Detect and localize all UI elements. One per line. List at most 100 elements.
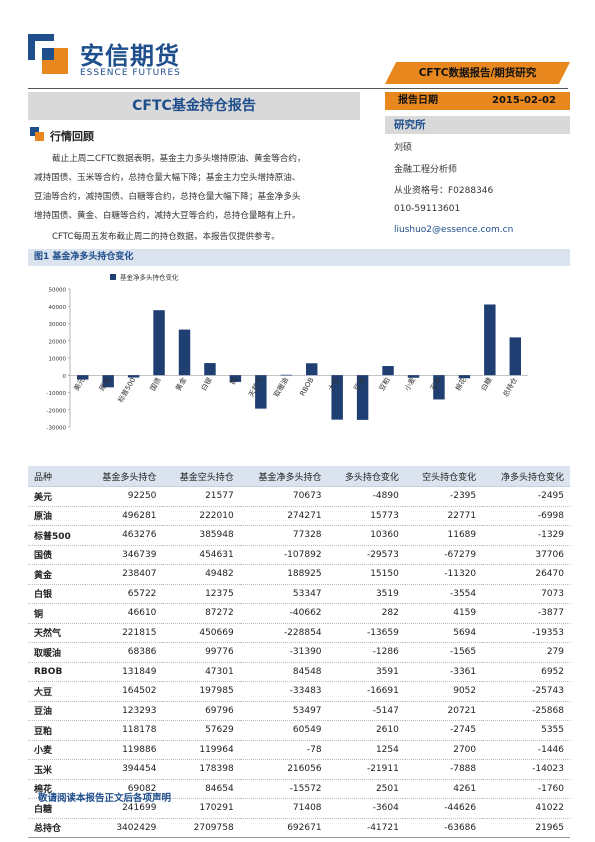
table-cell: 53347 (239, 584, 328, 604)
x-tick-label: 取暖油 (272, 376, 290, 399)
table-cell: 3591 (327, 662, 405, 682)
table-cell: -3554 (404, 584, 483, 604)
table-cell: 2709758 (162, 818, 240, 838)
table-row: 黄金 238407 49482 188925 15150 -11320 26470 (28, 564, 570, 585)
row-label: 美元 (28, 486, 86, 507)
table-cell: 119964 (162, 740, 240, 760)
table-cell: 12375 (162, 584, 240, 604)
col-header-net: 基金净多头持仓 (239, 466, 328, 487)
x-tick-label: 标普500 (116, 376, 137, 404)
table-cell: -6998 (482, 506, 570, 526)
table-cell: -63686 (404, 818, 483, 838)
table-cell: -11320 (404, 564, 483, 585)
paragraph-line: 截止上周二CFTC数据表明，基金主力多头增持原油、黄金等合约， (52, 154, 306, 164)
table-cell: 274271 (239, 506, 328, 526)
bar (204, 363, 216, 376)
bar (484, 304, 496, 376)
table-cell: -2395 (404, 486, 483, 507)
table-cell: 123293 (85, 701, 163, 721)
table-row: 玉米 394454 178398 216056 -21911 -7888 -14023 (28, 759, 570, 780)
row-label: 原油 (28, 506, 86, 526)
y-tick-label: -30000 (47, 426, 67, 432)
y-tick-label: 40000 (49, 305, 67, 311)
date-background (385, 92, 570, 110)
table-cell: 222010 (162, 506, 240, 526)
table-cell: -1760 (482, 779, 570, 799)
table-cell: 84548 (239, 662, 328, 682)
table-cell: 68386 (85, 642, 163, 663)
paragraph-line: 减持国债、玉米等合约，总持仓量大幅下降；基金主力空头增持原油、 (34, 173, 301, 183)
y-tick-label: 30000 (49, 322, 67, 328)
institute-label: 研究所 (394, 119, 426, 131)
table-cell: 5694 (404, 623, 483, 643)
table-cell: -2745 (404, 720, 483, 741)
table-cell: 20721 (404, 701, 483, 721)
table-cell: 26470 (482, 564, 570, 585)
table-row: RBOB 131849 47301 84548 3591 -3361 6952 (28, 662, 570, 682)
table-cell: 119886 (85, 740, 163, 760)
header-divider (28, 88, 568, 89)
table-row: 白银 65722 12375 53347 3519 -3554 7073 (28, 584, 570, 604)
analyst-email-link[interactable]: liushuo2@essence.com.cn (394, 225, 514, 235)
table-cell: 10360 (327, 525, 405, 546)
table-cell: 282 (327, 603, 405, 624)
title-background (28, 92, 360, 120)
x-tick-label: 白糖 (479, 376, 494, 393)
table-cell: -14023 (482, 759, 570, 780)
x-tick-label: 豆粕 (377, 376, 392, 393)
table-cell: 46610 (85, 603, 163, 624)
table-cell: 69082 (85, 779, 163, 799)
table-cell: 463276 (85, 525, 163, 546)
table-cell: 65722 (85, 584, 163, 604)
row-label: 总持仓 (28, 818, 86, 838)
table-cell: -1446 (482, 740, 570, 760)
table-row: 豆油 123293 69796 53497 -5147 20721 -25868 (28, 701, 570, 721)
table-cell: -78 (239, 740, 328, 760)
table-row: 白糖 241699 170291 71408 -3604 -44626 41022 (28, 798, 570, 819)
table-cell: 1254 (327, 740, 405, 760)
table-cell: 7073 (482, 584, 570, 604)
table-cell: -228854 (239, 623, 328, 643)
table-cell: -107892 (239, 545, 328, 565)
x-tick-label: 铜 (228, 376, 239, 387)
table-cell: 346739 (85, 545, 163, 565)
table-cell: 70673 (239, 486, 328, 507)
table-cell: 3402429 (85, 818, 163, 838)
table-cell: -3877 (482, 603, 570, 624)
table-cell: 164502 (85, 681, 163, 702)
table-cell: 197985 (162, 681, 240, 702)
table-row: 天然气 221815 450669 -228854 -13659 5694 -19353 (28, 623, 570, 643)
table-row: 总持仓 3402429 2709758 692671 -41721 -63686 21965 (28, 818, 570, 838)
y-tick-label: -20000 (47, 408, 67, 414)
bar (305, 363, 318, 376)
table-cell: 92250 (85, 486, 163, 507)
table-row: 铜 46610 87272 -40662 282 4159 -3877 (28, 603, 570, 624)
paragraph-note: CFTC每周五发布截止周二的持仓数据，本报告仅提供参考。 (52, 232, 280, 242)
bar (178, 329, 191, 376)
table-cell: -31390 (239, 642, 328, 663)
section-title: 行情回顾 (50, 130, 94, 143)
bar (229, 375, 242, 382)
table-cell: 216056 (239, 759, 328, 780)
table-cell: 394454 (85, 759, 163, 780)
col-header-long-change: 多头持仓变化 (327, 466, 405, 487)
table-cell: 188925 (239, 564, 328, 585)
table-row: 大豆 164502 197985 -33483 -16691 9052 -25743 (28, 681, 570, 702)
table-cell: 238407 (85, 564, 163, 585)
table-cell: 71408 (239, 798, 328, 819)
table-cell: 22771 (404, 506, 483, 526)
net-long-change-chart: 50000 40000 30000 20000 10000 0 -10000 -20000 -3… (47, 273, 528, 432)
table-cell: 15150 (327, 564, 405, 585)
bar (255, 375, 267, 409)
table-cell: 87272 (162, 603, 240, 624)
table-cell: -1565 (404, 642, 483, 663)
row-label: 棉花 (28, 779, 86, 799)
bar (127, 375, 140, 378)
table-row: 美元 92250 21577 70673 -4890 -2395 -2495 (28, 486, 570, 507)
row-label: 标普500 (28, 525, 86, 546)
paragraph-line: 豆油等合约，减持国债、白糖等合约，总持仓量大幅下降；基金净多头 (34, 192, 301, 202)
row-label: 豆油 (28, 701, 86, 721)
footer-disclaimer: 敬请阅读本报告正文后各项声明 (38, 793, 172, 804)
y-tick-label: 50000 (49, 288, 67, 294)
bar (407, 375, 420, 378)
